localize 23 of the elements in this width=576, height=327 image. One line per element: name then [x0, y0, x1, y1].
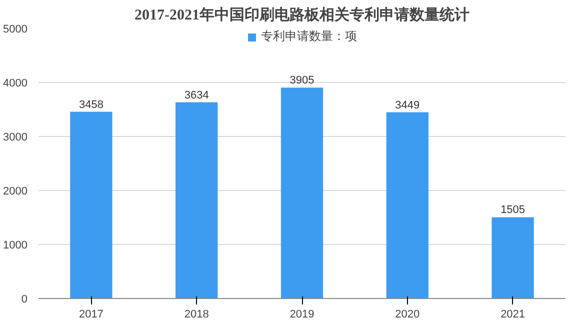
bar [492, 217, 534, 298]
bar [280, 88, 324, 298]
chart-title: 2017-2021年中国印刷电路板相关专利申请数量统计 [134, 6, 470, 24]
bar [176, 102, 218, 298]
y-tick-label: 1000 [3, 240, 28, 252]
data-label: 1505 [500, 204, 526, 216]
y-tick-label: 5000 [3, 24, 28, 36]
data-label: 3458 [78, 98, 104, 111]
legend-label: 专利申请数量：项 [261, 28, 357, 45]
data-label: 3905 [290, 74, 314, 87]
data-label: 3634 [184, 89, 209, 102]
x-tick-label: 2017 [78, 308, 104, 320]
bar [70, 112, 112, 298]
y-tick-label: 4000 [3, 78, 28, 90]
x-tick-label: 2020 [395, 308, 420, 320]
y-tick-label: 3000 [3, 132, 28, 144]
data-label: 3449 [395, 99, 420, 112]
y-tick-label: 0 [21, 294, 28, 306]
y-tick-label: 2000 [3, 186, 28, 198]
x-tick-label: 2019 [290, 308, 314, 320]
bar [386, 112, 428, 298]
x-tick-label: 2021 [500, 308, 526, 320]
x-tick-label: 2018 [184, 308, 209, 320]
